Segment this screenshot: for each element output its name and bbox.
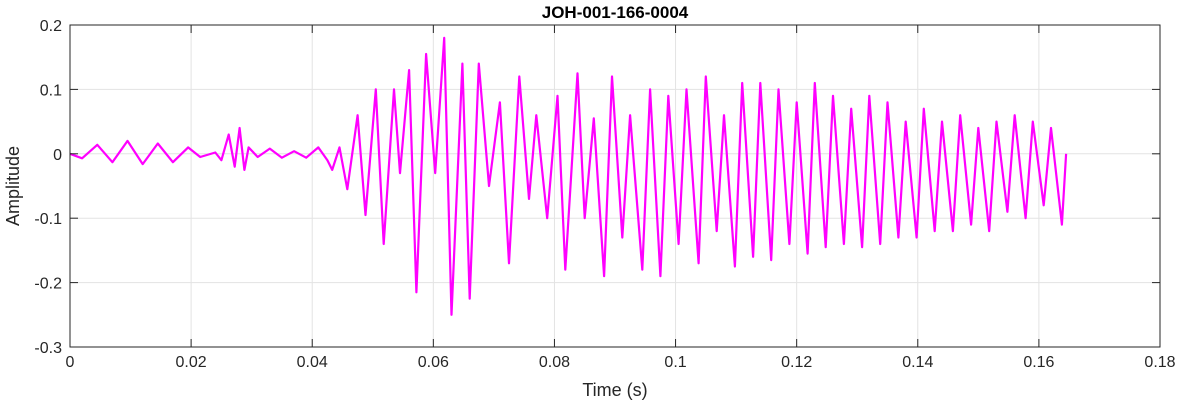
x-tick-label: 0.02 — [176, 354, 207, 371]
x-tick-label: 0.12 — [781, 354, 812, 371]
x-tick-label: 0.18 — [1144, 354, 1175, 371]
axes-box — [69, 24, 1161, 348]
y-tick-labels: -0.3 -0.2 -0.1 0 0.1 0.2 — [34, 18, 62, 357]
chart-title: JOH-001-166-0004 — [542, 3, 689, 22]
y-tick-label: -0.1 — [34, 211, 62, 228]
x-tick-label: 0.16 — [1023, 354, 1054, 371]
y-tick-label: 0.1 — [40, 82, 62, 99]
signal-line-layer — [69, 36, 1068, 316]
x-tick-label: 0.14 — [902, 354, 933, 371]
y-tick-label: -0.3 — [34, 340, 62, 357]
tick-marks — [69, 24, 1161, 348]
x-tick-label: 0.04 — [297, 354, 328, 371]
x-tick-label: 0.08 — [539, 354, 570, 371]
plot-area — [70, 25, 1160, 347]
x-tick-label: 0 — [66, 354, 75, 371]
x-tick-labels: 0 0.02 0.04 0.06 0.08 0.1 0.12 0.14 0.16 0.18 — [66, 354, 1176, 371]
y-tick-label: 0.2 — [40, 18, 62, 35]
x-axis-label: Time (s) — [582, 380, 647, 400]
y-axis-label: Amplitude — [3, 146, 23, 226]
x-tick-label: 0.06 — [418, 354, 449, 371]
y-tick-label: 0 — [53, 147, 62, 164]
x-tick-label: 0.1 — [664, 354, 686, 371]
y-tick-label: -0.2 — [34, 276, 62, 293]
signal-series-line — [69, 36, 1068, 316]
